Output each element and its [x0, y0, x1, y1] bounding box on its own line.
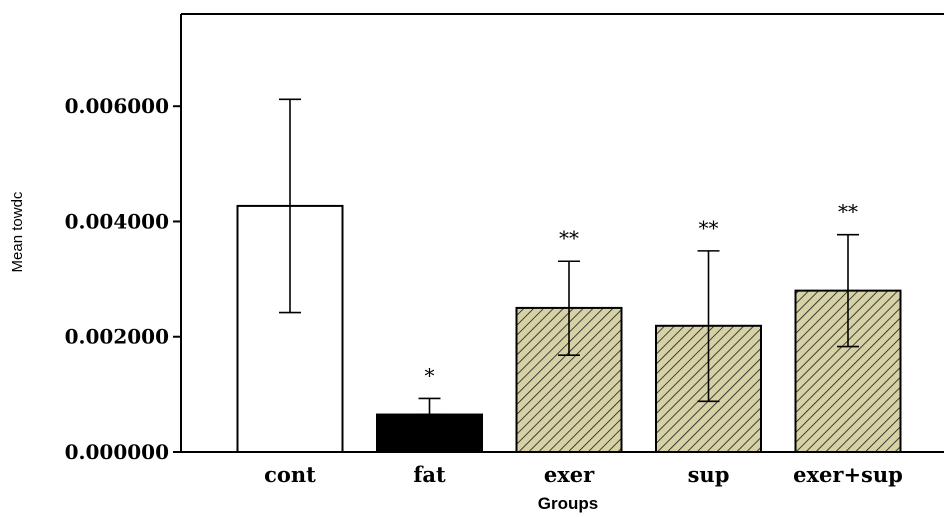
- x-category-label: fat: [413, 462, 446, 487]
- y-tick-label: 0.006000: [65, 94, 169, 118]
- significance-marker: *: [425, 363, 435, 387]
- x-axis-title: Groups: [538, 494, 598, 513]
- significance-marker: **: [699, 216, 719, 240]
- x-category-label: sup: [688, 462, 730, 487]
- x-axis-labels: cont fat exer sup exer+sup: [264, 462, 903, 487]
- significance-marker: **: [838, 200, 858, 224]
- x-category-label: cont: [264, 462, 316, 487]
- significance-marker: **: [559, 226, 579, 250]
- x-category-label: exer+sup: [793, 462, 903, 487]
- y-tick-label: 0.004000: [65, 209, 169, 233]
- y-axis-ticks: 0.000000 0.002000 0.004000 0.006000: [65, 94, 181, 464]
- y-axis-title: Mean towdc: [9, 191, 26, 272]
- y-tick-label: 0.000000: [65, 440, 169, 464]
- y-tick-label: 0.002000: [65, 325, 169, 349]
- x-category-label: exer: [544, 462, 595, 487]
- significance-annotations: *** ****: [425, 200, 859, 388]
- error-bars-layer: [279, 98, 859, 416]
- bar-fat: [376, 413, 483, 453]
